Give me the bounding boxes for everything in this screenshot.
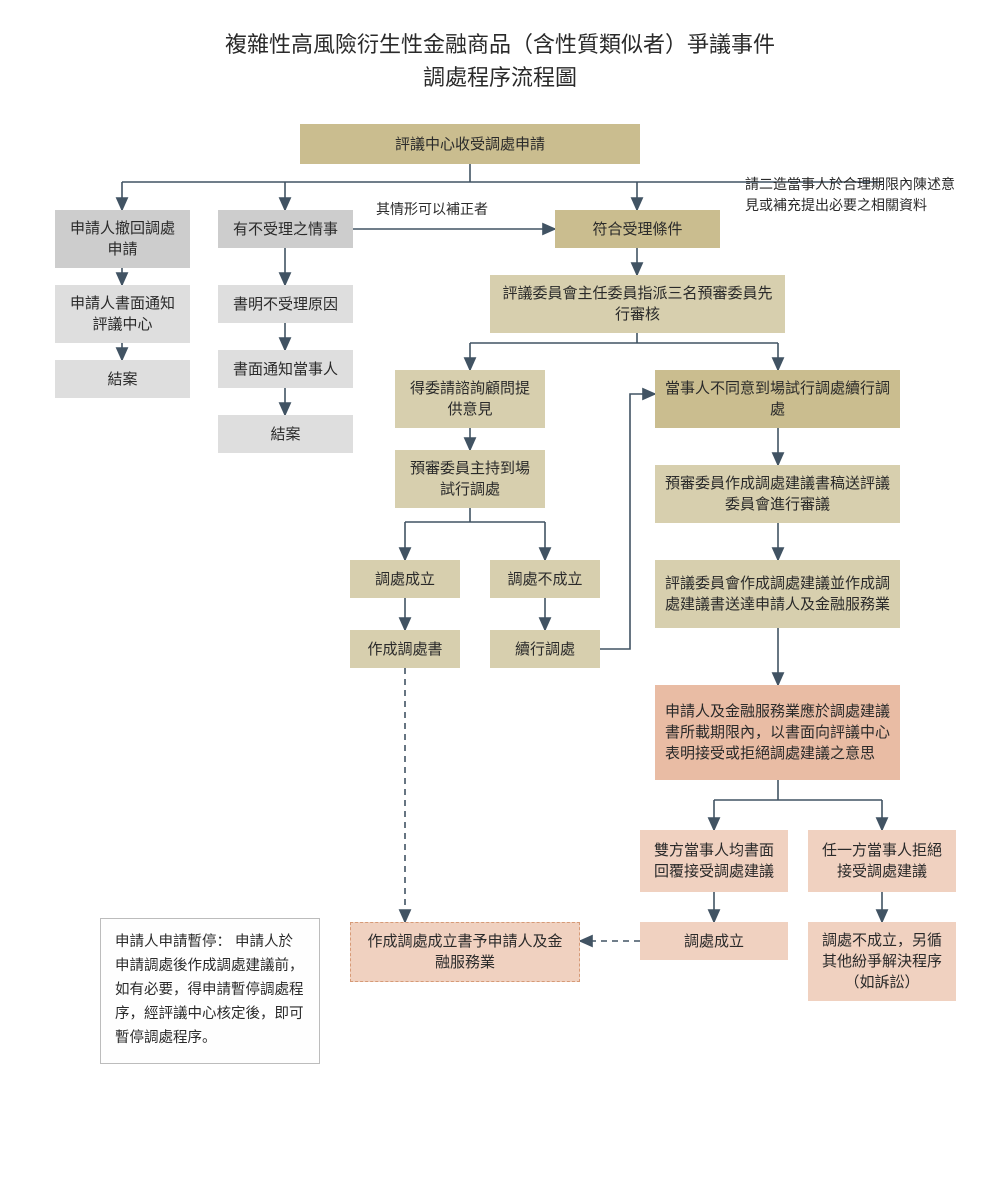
page-title-line2: 調處程序流程圖 — [0, 61, 1000, 94]
node-e2: 調處不成立 — [490, 560, 600, 598]
node-e1: 調處成立 — [350, 560, 460, 598]
node-e3: 作成調處書 — [350, 630, 460, 668]
annotation-an2: 請二造當事人於合理期限內陳述意見或補充提出必要之相關資料 — [745, 174, 955, 216]
node-a3: 結案 — [55, 360, 190, 398]
node-a1: 申請人撤回調處申請 — [55, 210, 190, 268]
node-final: 作成調處成立書予申請人及金融服務業 — [350, 922, 580, 982]
note-pause-application: 申請人申請暫停： 申請人於申請調處後作成調處建議前，如有必要，得申請暫停調處程序… — [100, 918, 320, 1064]
node-b3: 書面通知當事人 — [218, 350, 353, 388]
node-r3: 評議委員會作成調處建議並作成調處建議書送達申請人及金融服務業 — [655, 560, 900, 628]
node-s2: 任一方當事人拒絕接受調處建議 — [808, 830, 956, 892]
annotation-an1: 其情形可以補正者 — [376, 199, 526, 220]
node-e4: 續行調處 — [490, 630, 600, 668]
edge-23 — [600, 394, 655, 649]
node-r4: 申請人及金融服務業應於調處建議書所載期限內，以書面向評議中心表明接受或拒絕調處建… — [655, 685, 900, 780]
node-r2: 預審委員作成調處建議書稿送評議委員會進行審議 — [655, 465, 900, 523]
node-c2: 評議委員會主任委員指派三名預審委員先行審核 — [490, 275, 785, 333]
node-b2: 書明不受理原因 — [218, 285, 353, 323]
node-b4: 結案 — [218, 415, 353, 453]
node-a2: 申請人書面通知評議中心 — [55, 285, 190, 343]
node-d2: 預審委員主持到場試行調處 — [395, 450, 545, 508]
node-n_top: 評議中心收受調處申請 — [300, 124, 640, 164]
node-r1: 當事人不同意到場試行調處續行調處 — [655, 370, 900, 428]
node-s4: 調處不成立，另循其他紛爭解決程序（如訴訟） — [808, 922, 956, 1001]
node-d1: 得委請諮詢顧問提供意見 — [395, 370, 545, 428]
node-s3: 調處成立 — [640, 922, 788, 960]
node-b1: 有不受理之情事 — [218, 210, 353, 248]
node-s1: 雙方當事人均書面回覆接受調處建議 — [640, 830, 788, 892]
page-title-line1: 複雜性高風險衍生性金融商品（含性質類似者）爭議事件 — [0, 28, 1000, 61]
node-c1: 符合受理條件 — [555, 210, 720, 248]
